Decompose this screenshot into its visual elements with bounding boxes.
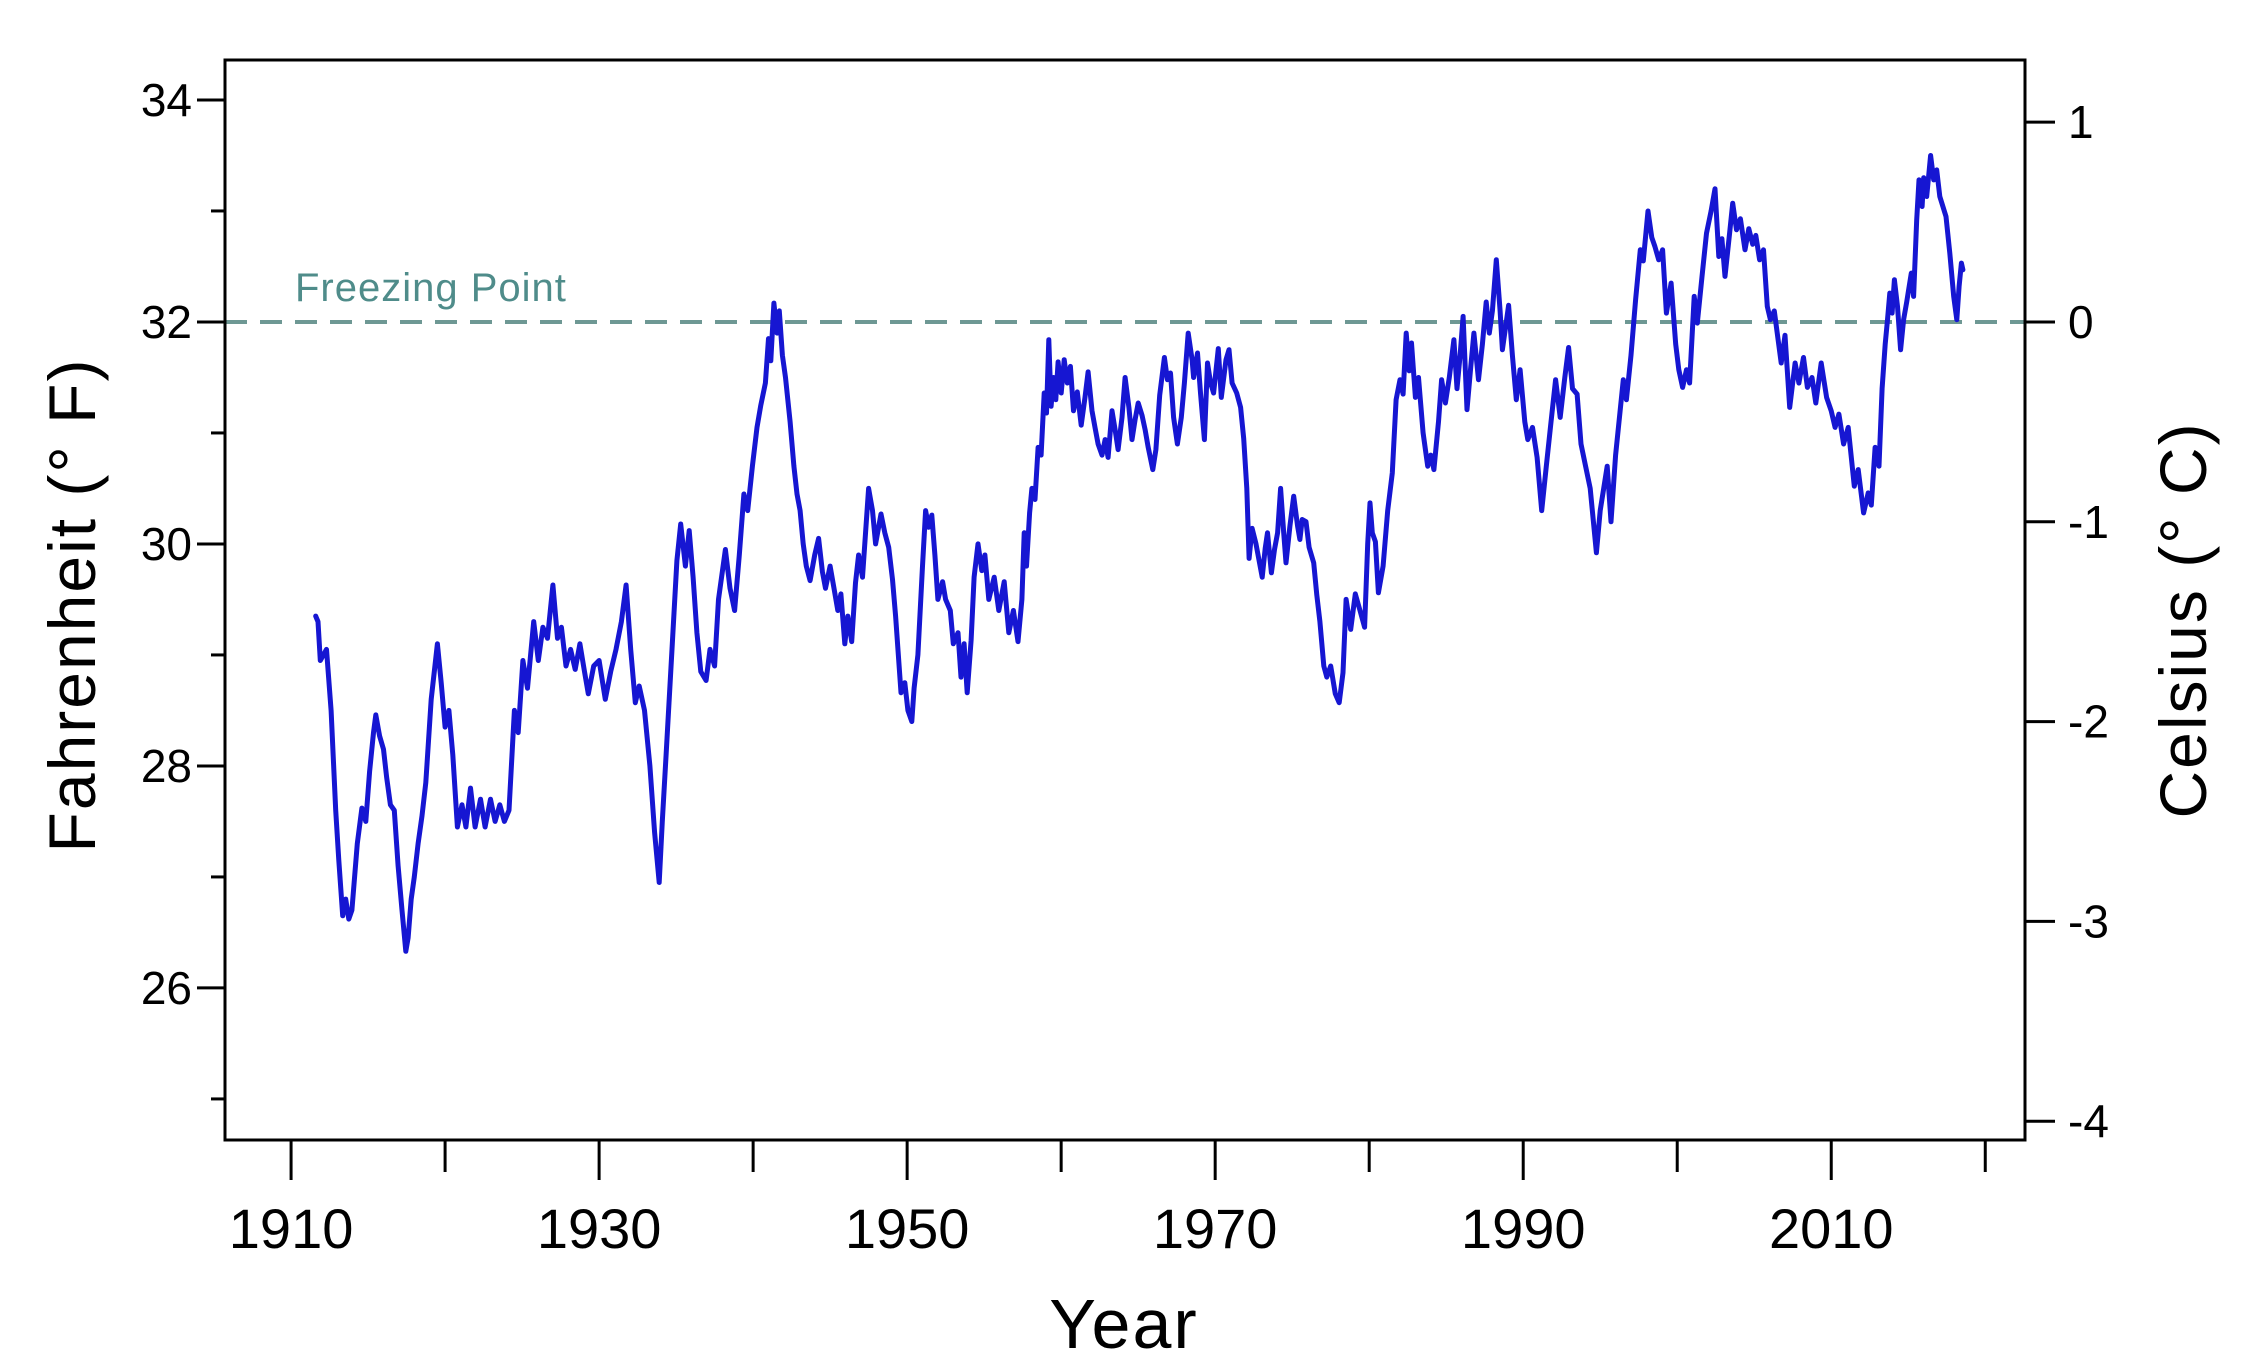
y-left-tick-label: 32 [141,296,192,348]
y-right-tick-label: -3 [2068,895,2109,947]
y-right-tick-label: -1 [2068,496,2109,548]
y-left-tick-label: 34 [141,74,192,126]
y-left-tick-label: 28 [141,740,192,792]
y-axis-title-fahrenheit: Fahrenheit (° F) [35,357,109,853]
x-tick-label: 1990 [1461,1197,1586,1260]
x-tick-label: 1910 [229,1197,354,1260]
x-tick-label: 1930 [537,1197,662,1260]
y-axis-title-celsius: Celsius (° C) [2146,421,2220,819]
x-tick-label: 1950 [845,1197,970,1260]
x-axis-title: Year [1049,1285,1199,1350]
y-right-tick-label: -2 [2068,696,2109,748]
y-left-tick-label: 30 [141,518,192,570]
x-tick-label: 1970 [1153,1197,1278,1260]
y-right-tick-label: 1 [2068,96,2094,148]
y-left-tick-label: 26 [141,962,192,1014]
y-right-tick-label: 0 [2068,296,2094,348]
temperature-line [313,153,1966,954]
plot-border [223,58,2027,1142]
x-tick-label: 2010 [1769,1197,1894,1260]
y-right-tick-label: -4 [2068,1095,2109,1147]
freezing-point-label: Freezing Point [295,266,567,310]
